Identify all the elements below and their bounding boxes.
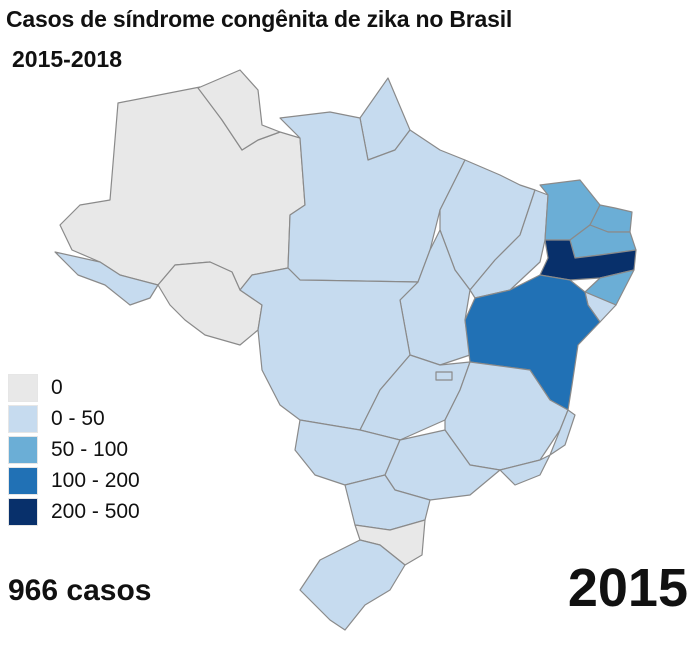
legend-swatch xyxy=(8,466,38,495)
state-RR[interactable] xyxy=(197,69,281,151)
legend-item: 200 - 500 xyxy=(8,496,140,527)
state-RJ[interactable] xyxy=(499,454,551,486)
legend-item: 0 xyxy=(8,372,140,403)
map-legend: 0 0 - 50 50 - 100 100 - 200 200 - 500 xyxy=(8,372,140,527)
map-subtitle: 2015-2018 xyxy=(12,46,122,72)
legend-item: 100 - 200 xyxy=(8,465,140,496)
legend-label: 200 - 500 xyxy=(51,499,140,523)
legend-swatch xyxy=(8,373,38,402)
legend-item: 0 - 50 xyxy=(8,403,140,434)
legend-label: 0 - 50 xyxy=(51,406,105,430)
map-title: Casos de síndrome congênita de zika no B… xyxy=(6,6,513,32)
legend-label: 100 - 200 xyxy=(51,468,140,492)
legend-swatch xyxy=(8,497,38,526)
legend-label: 0 xyxy=(51,375,63,399)
legend-label: 50 - 100 xyxy=(51,437,129,461)
state-DF[interactable] xyxy=(435,371,453,381)
legend-item: 50 - 100 xyxy=(8,434,140,465)
legend-swatch xyxy=(8,435,38,464)
state-ES[interactable] xyxy=(549,409,576,456)
state-RS[interactable] xyxy=(299,539,406,631)
state-AM[interactable] xyxy=(59,86,306,291)
legend-swatch xyxy=(8,404,38,433)
state-AC[interactable] xyxy=(54,251,159,306)
year-label: 2015 xyxy=(567,558,688,618)
state-MG[interactable] xyxy=(444,361,569,471)
total-cases: 966 casos xyxy=(8,574,152,607)
